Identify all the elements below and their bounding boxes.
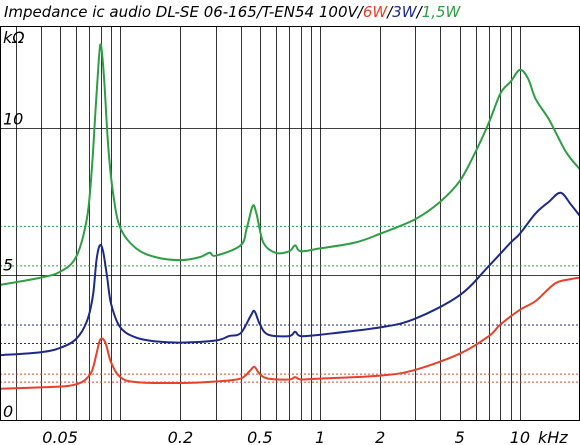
- series-line-1,5W: [0, 43, 580, 286]
- tick-labels: 0.05 0.2 0.5 1 2 5 10 0 5 10: [3, 109, 530, 445]
- x-tick-label: 5: [455, 428, 465, 445]
- y-tick-label: 0: [3, 402, 13, 421]
- x-tick-label: 2: [375, 428, 385, 445]
- y-axis-label: kΩ: [3, 28, 25, 47]
- series-line-6W: [0, 276, 580, 390]
- grid: [0, 26, 580, 421]
- y-tick-label: 10: [3, 109, 23, 128]
- x-tick-label: 0.05: [42, 428, 78, 445]
- plot-frame: [0, 26, 580, 421]
- title-part-1: 6W: [363, 3, 389, 21]
- x-tick-label: 0.2: [168, 428, 193, 445]
- title-part-4: /: [415, 3, 424, 21]
- title-part-5: 1,5W: [422, 3, 462, 21]
- y-tick-label: 5: [3, 256, 13, 275]
- series-line-3W: [0, 191, 580, 357]
- series-lines: [0, 43, 580, 390]
- x-tick-label: 1: [315, 428, 325, 445]
- title-part-3: 3W: [392, 3, 418, 21]
- x-tick-label: 10: [510, 428, 530, 445]
- title-part-2: /: [385, 3, 394, 21]
- x-tick-label: 0.5: [247, 428, 272, 445]
- x-axis-label: kHz: [538, 428, 568, 445]
- chart-title: Impedance ic audio DL-SE 06-165/T-EN54 1…: [4, 3, 462, 21]
- title-part-0: Impedance ic audio DL-SE 06-165/T-EN54 1…: [4, 3, 365, 21]
